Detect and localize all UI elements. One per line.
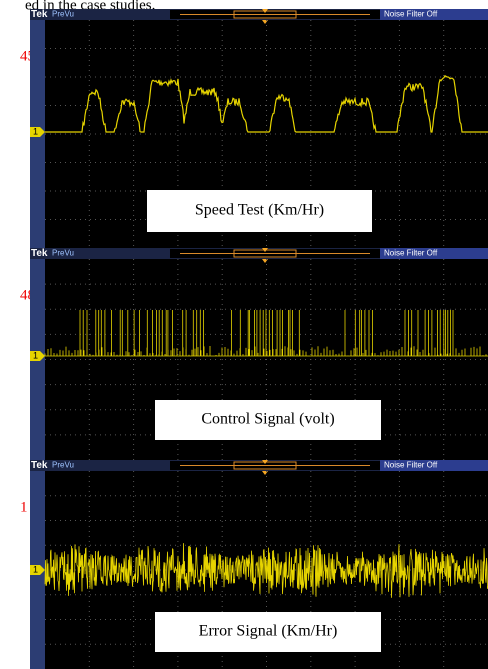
filter: Noise Filter Off <box>384 461 438 470</box>
caption: Error Signal (Km/Hr) <box>199 623 338 640</box>
channel-label: 1 <box>33 350 38 360</box>
overlay-number: 1 <box>20 499 28 515</box>
channel-label: 1 <box>33 564 38 574</box>
mode: PreVu <box>52 461 74 470</box>
filter: Noise Filter Off <box>384 249 438 258</box>
mode: PreVu <box>52 10 74 19</box>
caption: Speed Test (Km/Hr) <box>195 202 324 219</box>
brand: Tek <box>31 9 48 20</box>
channel-label: 1 <box>33 126 38 136</box>
mode: PreVu <box>52 249 74 258</box>
page: ed in the case studies. 45TekPreVuNoise … <box>0 0 488 669</box>
brand: Tek <box>31 248 48 259</box>
caption: Control Signal (volt) <box>201 411 334 428</box>
filter: Noise Filter Off <box>384 10 438 19</box>
brand: Tek <box>31 460 48 471</box>
figure: ed in the case studies. 45TekPreVuNoise … <box>0 0 488 669</box>
